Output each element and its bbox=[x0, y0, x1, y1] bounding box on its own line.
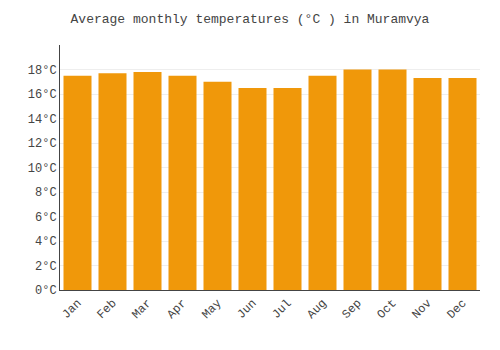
svg-text:Apr: Apr bbox=[164, 297, 189, 322]
svg-text:Jul: Jul bbox=[269, 297, 294, 322]
svg-text:Nov: Nov bbox=[409, 297, 434, 322]
svg-text:Mar: Mar bbox=[129, 297, 154, 322]
svg-text:8°C: 8°C bbox=[35, 186, 57, 200]
svg-text:18°C: 18°C bbox=[28, 64, 57, 78]
svg-text:Oct: Oct bbox=[374, 297, 399, 322]
svg-text:Average monthly temperatures (: Average monthly temperatures (°C ) in Mu… bbox=[71, 12, 430, 27]
svg-text:Aug: Aug bbox=[304, 297, 329, 322]
svg-text:2°C: 2°C bbox=[35, 260, 57, 274]
svg-text:Dec: Dec bbox=[444, 297, 469, 322]
svg-text:16°C: 16°C bbox=[28, 88, 57, 102]
svg-text:Sep: Sep bbox=[339, 297, 364, 322]
svg-text:0°C: 0°C bbox=[35, 284, 57, 298]
svg-text:Jan: Jan bbox=[59, 297, 84, 322]
svg-text:4°C: 4°C bbox=[35, 235, 57, 249]
svg-text:10°C: 10°C bbox=[28, 162, 57, 176]
svg-text:Jun: Jun bbox=[234, 297, 259, 322]
svg-text:Feb: Feb bbox=[94, 297, 119, 322]
svg-text:May: May bbox=[199, 297, 224, 322]
svg-text:12°C: 12°C bbox=[28, 137, 57, 151]
svg-text:14°C: 14°C bbox=[28, 113, 57, 127]
svg-text:6°C: 6°C bbox=[35, 211, 57, 225]
